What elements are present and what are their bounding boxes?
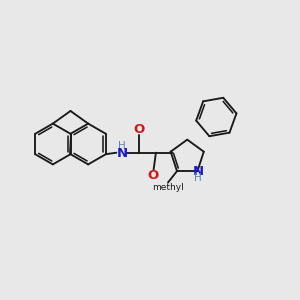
Text: O: O: [134, 123, 145, 136]
Text: N: N: [193, 165, 204, 178]
Text: H: H: [118, 140, 126, 151]
Text: O: O: [147, 169, 159, 182]
Text: methyl: methyl: [152, 183, 184, 192]
Text: H: H: [194, 173, 202, 183]
Text: N: N: [116, 147, 128, 160]
